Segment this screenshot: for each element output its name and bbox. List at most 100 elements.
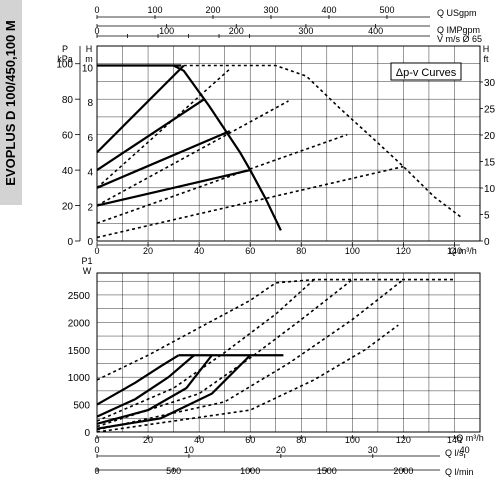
top-y-ft-tick: 10: [484, 184, 496, 195]
top-x-label: Q m³/h: [449, 246, 477, 256]
top-curve-solid-1: [96, 64, 185, 154]
legend-frame: [390, 62, 462, 81]
top-aux-label: Q USgpm: [437, 8, 477, 18]
bottom-y-tick: 500: [73, 401, 90, 412]
top-aux-tick: 200: [205, 5, 220, 15]
top-aux-tick: 200: [229, 26, 244, 36]
bottom-x-tick: 100: [345, 435, 360, 445]
top-x-tick: 60: [245, 246, 255, 256]
bottom-aux-tick: 500: [166, 466, 181, 476]
top-y-m-tick: 8: [87, 98, 93, 109]
legend-text: Δp-v Curves: [396, 67, 457, 79]
top-y-m-tick: 4: [87, 168, 93, 179]
bottom-y-tick: 2000: [68, 318, 91, 329]
top-curve-dashed-10: [183, 64, 463, 219]
bottom-y-tick: 1500: [68, 346, 91, 357]
top-y-kpa-tick: 0: [67, 237, 73, 248]
top-y-kpa-tick: 40: [62, 166, 74, 177]
bottom-aux-tick: 0: [94, 466, 99, 476]
bottom-curve-dashed-7: [96, 278, 353, 428]
top-aux-tick: 0: [94, 26, 99, 36]
bottom-x-tick: 20: [143, 435, 153, 445]
bottom-x-tick: 0: [94, 435, 99, 445]
top-curve-solid-4: [96, 169, 251, 207]
bottom-x-tick: 60: [245, 435, 255, 445]
top-aux-tick: 500: [379, 5, 394, 15]
bottom-y-tick: 2500: [68, 291, 91, 302]
bottom-aux-tick: 10: [184, 445, 194, 455]
top-y-kpa-tick: 20: [62, 202, 74, 213]
bottom-x-tick: 40: [194, 435, 204, 445]
top-y-kpa-label: P: [62, 44, 68, 54]
top-y-kpa-tick: 60: [62, 131, 74, 142]
bottom-y-label: P1: [81, 256, 92, 266]
bottom-aux-tick: 2000: [393, 466, 413, 476]
top-y-m-tick: 0: [87, 237, 93, 248]
top-aux-tick: 400: [321, 5, 336, 15]
bottom-x-tick: 120: [396, 435, 411, 445]
top-aux-label: V m/s Ø 65: [437, 34, 482, 44]
top-x-tick: 80: [296, 246, 306, 256]
top-aux-tick: 300: [298, 26, 313, 36]
bottom-curve-solid-2: [96, 354, 195, 418]
top-curve-solid-5: [173, 64, 282, 231]
bottom-curve-dashed-9: [96, 324, 399, 433]
top-y-m-tick: 10: [82, 63, 94, 74]
top-y-m-tick: 2: [87, 202, 93, 213]
top-plot-frame: [96, 45, 481, 242]
bottom-aux-tick: 0: [94, 445, 99, 455]
bottom-y-unit: W: [83, 266, 92, 276]
bottom-x-tick: 140: [447, 435, 462, 445]
bottom-curve-solid-3: [96, 354, 213, 425]
top-curve-dashed-6: [96, 165, 404, 239]
top-y-m-unit: m: [85, 54, 93, 64]
bottom-x-label: Q m³/h: [456, 433, 484, 443]
bottom-plot-frame: [96, 272, 481, 433]
bottom-curve-dashed-8: [96, 278, 404, 431]
top-y-ft-tick: 30: [484, 78, 496, 89]
top-curve-dashed-8: [96, 100, 289, 207]
top-curve-solid-2: [96, 98, 205, 172]
top-y-kpa-tick: 80: [62, 95, 74, 106]
top-y-ft-tick: 15: [484, 157, 496, 168]
bottom-aux-tick: 40: [460, 445, 470, 455]
bottom-aux-tick: 1000: [240, 466, 260, 476]
side-tab-background: [0, 0, 22, 205]
top-x-tick: 120: [396, 246, 411, 256]
bottom-y-tick: 0: [84, 428, 90, 439]
top-y-ft-tick: 5: [484, 210, 490, 221]
top-aux-tick: 400: [368, 26, 383, 36]
top-aux-label: Q IMPgpm: [437, 25, 480, 35]
top-x-tick: 140: [447, 246, 462, 256]
top-x-tick: 0: [94, 246, 99, 256]
top-x-tick: 100: [345, 246, 360, 256]
top-aux-tick: 0: [94, 5, 99, 15]
top-aux-tick: 100: [159, 26, 174, 36]
bottom-aux-tick: 20: [276, 445, 286, 455]
top-y-ft-tick: 25: [484, 104, 496, 115]
top-x-tick: 20: [143, 246, 153, 256]
bottom-aux-tick: 1500: [317, 466, 337, 476]
bottom-curve-solid-1: [96, 354, 180, 406]
bottom-aux-label: Q l/s: [445, 448, 464, 458]
top-y-ft-unit: ft: [483, 54, 489, 64]
bottom-aux-tick: 30: [368, 445, 378, 455]
top-curve-dashed-7: [96, 133, 348, 225]
product-side-tab: EVOPLUS D 100/450,100 M: [0, 0, 22, 486]
top-aux-tick: 300: [263, 5, 278, 15]
top-y-ft-tick: 0: [484, 237, 490, 248]
top-y-kpa-tick: 100: [56, 60, 73, 71]
top-y-ft-label: H: [483, 44, 490, 54]
bottom-aux-label: Q l/min: [445, 467, 474, 477]
legend-box: Δp-v Curves: [390, 62, 462, 81]
top-y-m-label: H: [86, 44, 93, 54]
top-y-ft-tick: 20: [484, 131, 496, 142]
top-y-m-tick: 6: [87, 133, 93, 144]
bottom-curve-dashed-5: [96, 278, 455, 381]
top-x-tick: 40: [194, 246, 204, 256]
top-y-kpa-unit: kPa: [57, 54, 73, 64]
bottom-curve-dashed-6: [96, 278, 315, 422]
